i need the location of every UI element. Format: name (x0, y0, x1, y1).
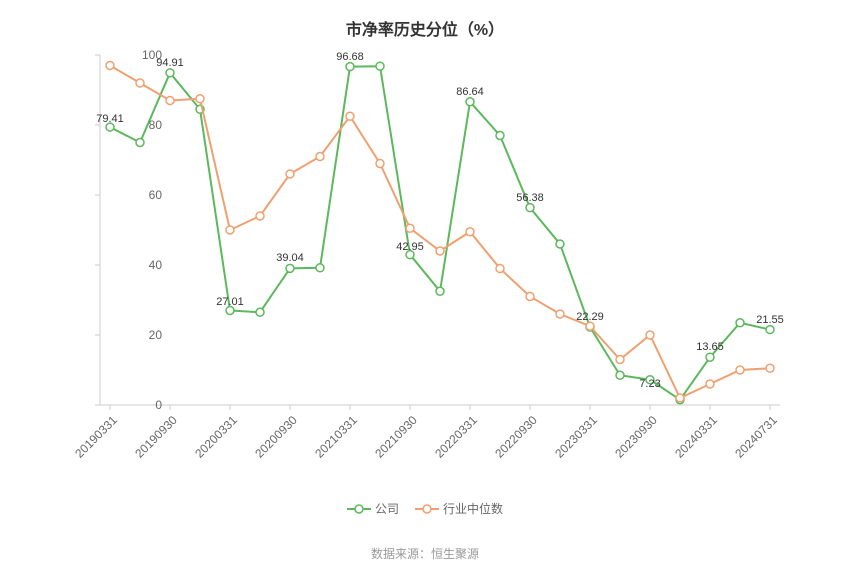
source-text: 数据来源：恒生聚源 (0, 545, 850, 562)
y-tick-label: 80 (149, 118, 162, 132)
plot-svg (100, 55, 780, 405)
legend-item: 公司 (347, 500, 399, 517)
y-tick-label: 0 (155, 398, 162, 412)
x-tick-label: 20190930 (128, 413, 180, 465)
x-tick-label: 20240331 (668, 413, 720, 465)
data-label: 7.23 (639, 378, 660, 390)
plot-area (100, 55, 780, 405)
x-tick-label: 20230331 (548, 413, 600, 465)
x-tick-label: 20200930 (248, 413, 300, 465)
x-tick-label: 20190331 (68, 413, 120, 465)
chart-container: 市净率历史分位（%） 公司行业中位数 数据来源：恒生聚源 02040608010… (0, 0, 850, 575)
data-label: 94.91 (156, 57, 184, 69)
data-label: 27.01 (216, 296, 244, 308)
x-tick-label: 20230930 (608, 413, 660, 465)
legend-text: 行业中位数 (443, 500, 503, 517)
data-label: 56.38 (516, 192, 544, 204)
x-tick-label: 20240731 (728, 413, 780, 465)
data-label: 86.64 (456, 86, 484, 98)
data-label: 39.04 (276, 252, 304, 264)
data-label: 13.65 (696, 341, 724, 353)
legend-text: 公司 (375, 500, 399, 517)
x-tick-label: 20210930 (368, 413, 420, 465)
y-tick-label: 60 (149, 188, 162, 202)
data-label: 42.95 (396, 241, 424, 253)
data-label: 79.41 (96, 113, 124, 125)
y-tick-label: 20 (149, 328, 162, 342)
chart-title: 市净率历史分位（%） (0, 0, 850, 40)
x-tick-label: 20220331 (428, 413, 480, 465)
x-tick-label: 20220930 (488, 413, 540, 465)
data-label: 96.68 (336, 51, 364, 63)
legend-marker (347, 503, 371, 515)
legend: 公司 行业中位数 (0, 500, 850, 518)
x-tick-label: 20210331 (308, 413, 360, 465)
legend-item: 行业中位数 (415, 500, 503, 517)
y-tick-label: 40 (149, 258, 162, 272)
data-label: 21.55 (756, 314, 784, 326)
data-label: 22.29 (576, 311, 604, 323)
x-tick-label: 20200331 (188, 413, 240, 465)
legend-marker (415, 503, 439, 515)
